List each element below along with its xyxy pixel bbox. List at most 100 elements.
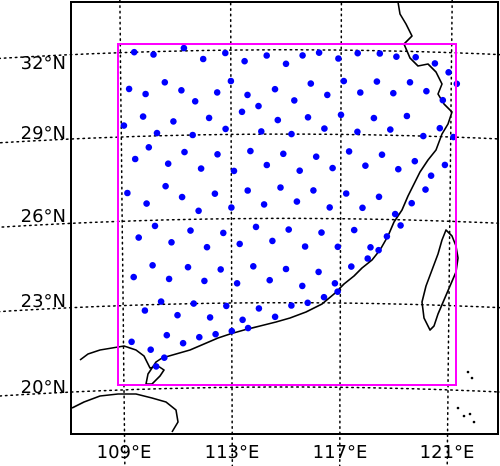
station-marker xyxy=(310,187,317,194)
station-marker xyxy=(244,324,252,332)
station-marker xyxy=(228,204,235,211)
station-marker xyxy=(263,161,271,169)
station-marker xyxy=(427,172,435,179)
parallel-32 xyxy=(0,49,500,60)
station-marker xyxy=(342,190,350,197)
station-marker xyxy=(130,48,138,56)
station-marker xyxy=(277,184,284,191)
station-marker xyxy=(334,288,341,296)
station-marker xyxy=(255,102,262,110)
station-marker xyxy=(354,49,362,57)
station-marker xyxy=(199,55,207,63)
station-marker xyxy=(271,85,279,93)
station-marker xyxy=(125,85,133,93)
station-marker xyxy=(244,91,251,99)
islet-5 xyxy=(472,420,476,424)
station-marker xyxy=(318,229,325,236)
meridian-109 xyxy=(119,0,126,466)
station-marker xyxy=(161,354,168,362)
station-marker xyxy=(258,128,265,135)
station-marker xyxy=(312,153,320,160)
station-marker xyxy=(196,333,203,341)
station-marker xyxy=(163,331,171,339)
station-marker xyxy=(180,44,188,52)
station-marker xyxy=(260,201,268,208)
station-marker xyxy=(184,263,192,271)
station-marker xyxy=(150,51,157,58)
station-marker xyxy=(324,91,331,99)
station-marker xyxy=(357,89,364,96)
station-marker xyxy=(274,116,282,124)
station-marker xyxy=(373,78,381,85)
parallel-29 xyxy=(0,133,500,144)
station-marker xyxy=(378,151,386,158)
map-frame xyxy=(70,1,499,435)
station-marker xyxy=(423,87,430,95)
station-marker xyxy=(135,234,142,241)
station-marker xyxy=(206,314,214,321)
station-marker xyxy=(375,193,383,201)
station-marker xyxy=(212,330,219,338)
lat-label-29: 29°N xyxy=(21,123,66,144)
station-marker xyxy=(293,198,301,205)
station-marker xyxy=(320,293,328,301)
station-marker xyxy=(375,246,382,254)
islet-1 xyxy=(470,376,474,380)
station-marker xyxy=(304,299,312,307)
station-marker xyxy=(124,189,131,197)
station-marker xyxy=(350,226,358,234)
station-marker xyxy=(252,223,260,231)
station-marker xyxy=(334,243,342,251)
station-marker xyxy=(217,266,224,273)
islet-3 xyxy=(462,414,466,418)
station-marker xyxy=(403,112,411,120)
station-marker xyxy=(291,97,298,104)
station-marker xyxy=(147,346,154,354)
station-marker xyxy=(307,80,315,87)
station-marker xyxy=(271,313,279,321)
station-marker xyxy=(422,186,429,193)
station-marker xyxy=(441,161,449,169)
islet-4 xyxy=(468,412,472,416)
station-marker xyxy=(269,237,276,245)
station-marker xyxy=(191,98,199,105)
lon-label-109: 109°E xyxy=(97,442,152,463)
islet-0 xyxy=(466,370,470,374)
station-marker xyxy=(174,311,181,319)
station-marker xyxy=(296,167,304,174)
station-marker xyxy=(354,128,361,136)
hainan-coast xyxy=(71,393,179,433)
station-marker xyxy=(195,207,202,215)
station-marker xyxy=(222,49,229,57)
station-marker xyxy=(164,160,172,167)
station-marker xyxy=(197,165,205,172)
station-marker xyxy=(395,165,402,173)
meridian-113 xyxy=(229,0,234,466)
station-marker xyxy=(299,282,306,290)
lon-label-121: 121°E xyxy=(420,442,475,463)
station-marker xyxy=(436,124,444,132)
station-marker xyxy=(205,114,213,122)
station-marker xyxy=(337,111,345,119)
meridian-117 xyxy=(338,0,343,466)
station-marker xyxy=(383,233,391,240)
station-marker xyxy=(335,55,342,62)
station-marker xyxy=(181,148,188,156)
parallel-26 xyxy=(0,217,500,228)
station-marker xyxy=(201,277,208,285)
station-marker xyxy=(130,273,137,281)
station-marker xyxy=(120,122,128,129)
station-marker xyxy=(187,227,194,234)
station-marker xyxy=(220,229,227,237)
station-marker xyxy=(152,363,160,370)
station-marker xyxy=(142,90,149,98)
station-marker xyxy=(223,302,230,310)
station-marker xyxy=(236,240,243,248)
station-marker xyxy=(238,108,246,116)
station-marker xyxy=(266,276,274,284)
station-marker xyxy=(165,275,173,283)
station-marker xyxy=(190,300,197,307)
parallel-23 xyxy=(0,301,500,313)
station-marker xyxy=(139,113,147,120)
